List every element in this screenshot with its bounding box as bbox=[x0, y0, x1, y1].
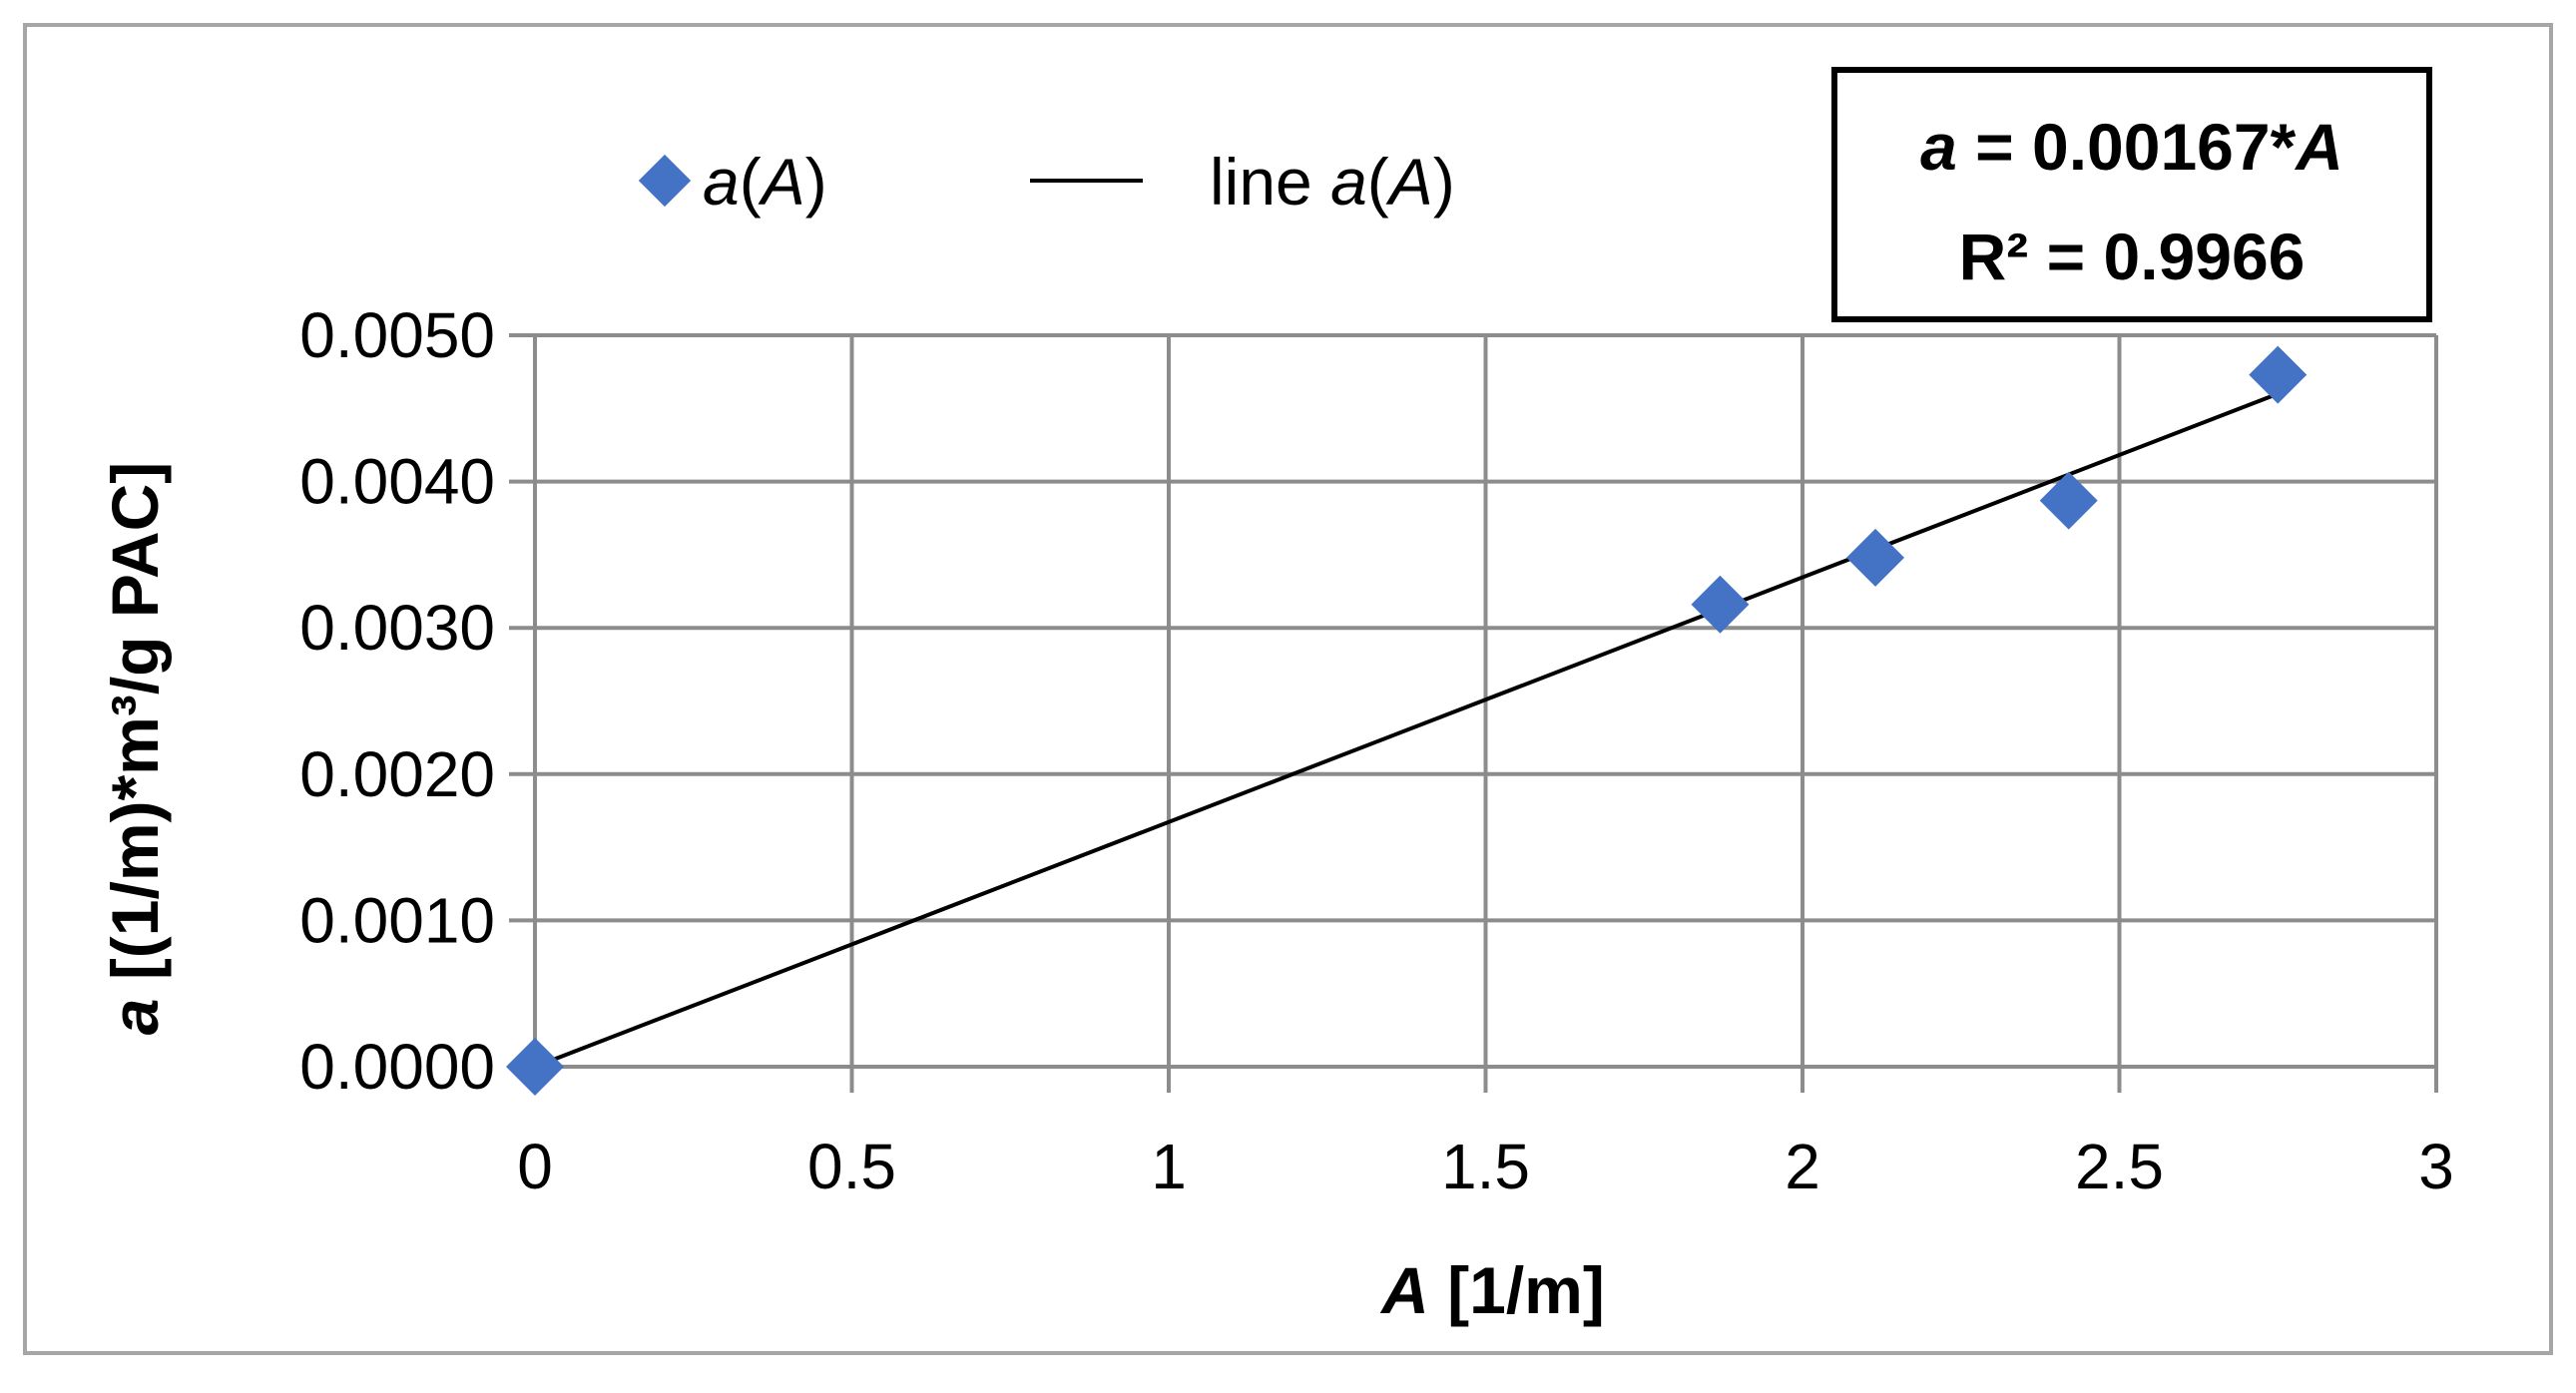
y-tick-label: 0.0040 bbox=[299, 446, 495, 518]
equation-border bbox=[1831, 67, 2432, 322]
x-tick-label: 1.5 bbox=[1441, 1131, 1530, 1202]
equation-text: a = 0.00167*A bbox=[1920, 110, 2343, 184]
y-tick-label: 0.0050 bbox=[299, 299, 495, 371]
y-axis-title: a [(1/m)*m³/g PAC] bbox=[98, 462, 172, 1035]
y-tick-label: 0.0030 bbox=[299, 592, 495, 664]
tick-labels: 0.0000 0.0010 0.0020 0.0030 0.0040 0.0050 0 0.5… bbox=[299, 299, 2454, 1202]
fit-line bbox=[534, 391, 2279, 1069]
equation-box: a = 0.00167*A R² = 0.9966 bbox=[1831, 67, 2432, 322]
grid bbox=[509, 333, 2438, 1093]
legend-label-line: line a(A) bbox=[1210, 145, 1455, 219]
x-tick-label: 3 bbox=[2418, 1131, 2454, 1202]
legend-label-scatter: a(A) bbox=[703, 145, 827, 219]
y-tick-label: 0.0000 bbox=[299, 1031, 495, 1103]
y-tick-label: 0.0010 bbox=[299, 884, 495, 956]
data-point bbox=[2039, 471, 2098, 530]
x-tick-label: 2 bbox=[1785, 1131, 1820, 1202]
legend-marker-scatter bbox=[638, 154, 692, 208]
data-point bbox=[2249, 345, 2308, 404]
x-tick-label: 0.5 bbox=[807, 1131, 896, 1202]
y-tick-label: 0.0020 bbox=[299, 738, 495, 810]
x-tick-label: 0 bbox=[517, 1131, 553, 1202]
plot-area bbox=[506, 345, 2308, 1096]
legend: a(A) line a(A) bbox=[638, 145, 1455, 219]
data-point bbox=[506, 1038, 564, 1096]
x-tick-label: 2.5 bbox=[2075, 1131, 2164, 1202]
r-squared-text: R² = 0.9966 bbox=[1959, 220, 2306, 293]
x-axis-title: A [1/m] bbox=[1379, 1253, 1605, 1327]
data-point bbox=[1691, 575, 1750, 634]
data-point bbox=[1846, 528, 1905, 587]
x-tick-label: 1 bbox=[1151, 1131, 1187, 1202]
